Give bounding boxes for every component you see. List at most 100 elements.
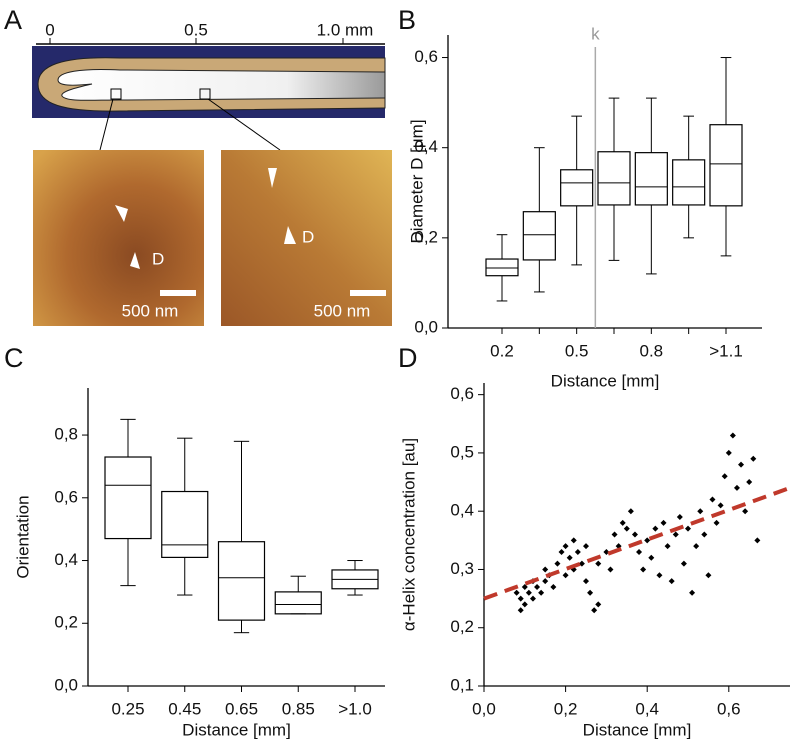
scatter-point <box>583 543 589 550</box>
y-tick-label: 0,4 <box>414 137 438 156</box>
scatter-point <box>656 572 663 579</box>
box <box>634 152 668 206</box>
scatter-point <box>521 583 528 590</box>
scatter-point <box>652 525 659 532</box>
x-tick-label: 0.85 <box>282 699 315 718</box>
scatter-point <box>583 578 589 585</box>
x-tick-label: 0,4 <box>635 699 659 718</box>
scatter-point <box>542 578 549 585</box>
scale-label: 1.0 mm <box>317 20 374 39</box>
image-marker: D <box>152 249 164 268</box>
x-tick-label: 0,0 <box>472 699 496 718</box>
y-tick-label: 0,6 <box>414 47 438 66</box>
scatter-point <box>742 508 749 515</box>
scatter-point <box>733 484 740 491</box>
scatter-point <box>640 566 647 573</box>
scatter-point <box>566 554 573 561</box>
scatter-point <box>595 601 602 608</box>
scatter-point <box>517 595 524 602</box>
y-tick-label: 0,6 <box>450 384 474 403</box>
panel-label: B <box>398 5 416 35</box>
scatter-point <box>538 589 545 596</box>
scatter-point <box>521 601 528 608</box>
scatter-point <box>648 554 655 561</box>
x-tick-label: 0.5 <box>565 341 589 360</box>
y-tick-label: 0,2 <box>414 227 438 246</box>
schematic: 0 0.5 1.0 mm D D 500 nm 500 nm <box>32 20 392 326</box>
scatter-point <box>668 578 675 585</box>
panel-label: A <box>4 5 22 35</box>
scatter-point <box>713 519 720 526</box>
image-marker: D <box>302 227 314 246</box>
scatter-point <box>529 595 536 602</box>
scatter-point <box>542 566 549 573</box>
scatter-point <box>636 548 643 555</box>
scatter-point <box>591 607 598 614</box>
x-axis-title: Distance [mm] <box>182 720 291 739</box>
y-tick-label: 0,6 <box>54 487 78 506</box>
scatter-point <box>685 525 691 532</box>
y-axis-title: Orientation <box>13 495 32 578</box>
scatter-point <box>676 514 683 521</box>
x-tick-label: >1.0 <box>338 699 372 718</box>
box <box>522 211 556 261</box>
scatter-point <box>705 572 712 579</box>
scatter-point <box>550 583 557 590</box>
box <box>597 151 631 206</box>
scatter-point <box>627 508 634 515</box>
y-tick-label: 0,3 <box>450 559 474 578</box>
scatter-point <box>631 531 638 538</box>
panel-label: C <box>4 343 24 373</box>
scatter-point <box>513 589 520 596</box>
x-tick-label: 0.45 <box>168 699 201 718</box>
box <box>485 258 519 277</box>
x-tick-label: 0.8 <box>640 341 664 360</box>
x-tick-label: 0,6 <box>717 699 741 718</box>
y-tick-label: 0,1 <box>450 675 474 694</box>
scatter-point <box>570 537 577 544</box>
scatter-point <box>697 508 704 515</box>
x-axis-title: Distance [mm] <box>583 720 692 739</box>
y-tick-label: 0,5 <box>450 442 474 461</box>
scatter-point <box>611 531 618 538</box>
scatter-point <box>574 548 581 555</box>
box <box>104 456 152 540</box>
x-tick-label: 0.2 <box>490 341 514 360</box>
scatter-point <box>607 566 614 573</box>
scatter-point <box>717 502 724 509</box>
scatter-point <box>709 496 716 503</box>
scale-label: 0.5 <box>184 20 208 39</box>
scatter-point <box>534 583 541 590</box>
scatter-point <box>595 560 602 567</box>
y-tick-label: 0,0 <box>414 317 438 336</box>
y-axis-title: α-Helix concentration [au] <box>399 438 418 631</box>
scatter-point <box>562 543 569 550</box>
scatter-point <box>525 589 532 596</box>
scatter-point <box>587 589 594 596</box>
scatter-point <box>680 560 687 567</box>
scatter-point <box>517 607 524 614</box>
scale-bar-label: 500 nm <box>122 301 179 320</box>
scatter-point <box>562 572 569 579</box>
scatter-point <box>750 455 757 462</box>
scatter-point <box>558 548 565 555</box>
box <box>709 124 743 207</box>
scatter-point <box>644 537 651 544</box>
scatter-point <box>664 543 671 550</box>
x-tick-label: 0.65 <box>225 699 258 718</box>
scatter-point <box>672 531 679 538</box>
box <box>274 591 322 615</box>
scatter-point <box>721 473 728 480</box>
scatter-point <box>729 432 736 439</box>
scale-label: 0 <box>45 20 54 39</box>
panel-label: D <box>398 343 418 373</box>
x-tick-label: 0.25 <box>111 699 144 718</box>
scatter-point <box>738 461 745 468</box>
y-tick-label: 0,0 <box>54 675 78 694</box>
box <box>217 541 266 621</box>
y-axis-title: Diameter D [μm] <box>407 119 426 243</box>
x-tick-label: 0,2 <box>554 699 578 718</box>
x-tick-label: >1.1 <box>709 341 743 360</box>
scatter-point <box>554 560 561 567</box>
scatter-point <box>623 525 630 532</box>
